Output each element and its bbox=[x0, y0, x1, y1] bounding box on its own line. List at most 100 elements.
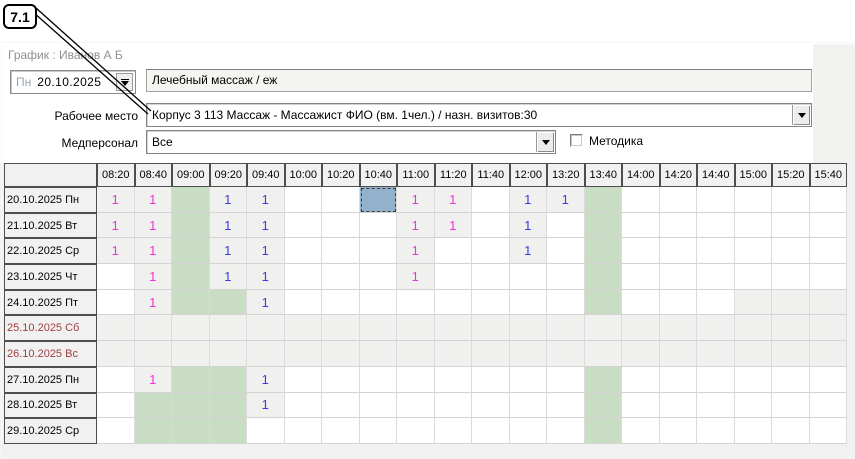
grid-cell[interactable]: 1 bbox=[247, 212, 285, 239]
grid-cell[interactable] bbox=[697, 392, 735, 419]
grid-cell[interactable] bbox=[734, 212, 772, 239]
grid-cell[interactable] bbox=[622, 315, 660, 342]
grid-cell[interactable] bbox=[772, 212, 810, 239]
grid-cell[interactable] bbox=[659, 264, 697, 290]
grid-cell[interactable] bbox=[547, 392, 585, 419]
grid-cell[interactable] bbox=[509, 264, 547, 290]
grid-cell[interactable]: 1 bbox=[434, 212, 472, 239]
grid-cell[interactable]: 1 bbox=[209, 187, 247, 213]
grid-cell[interactable] bbox=[97, 264, 135, 290]
time-column-header[interactable]: 15:20 bbox=[772, 163, 810, 187]
grid-cell[interactable] bbox=[697, 418, 735, 444]
metodika-checkbox[interactable] bbox=[570, 134, 583, 147]
grid-cell[interactable] bbox=[97, 289, 135, 316]
time-column-header[interactable]: 10:40 bbox=[359, 163, 397, 187]
grid-cell[interactable] bbox=[472, 187, 510, 213]
grid-cell[interactable] bbox=[209, 289, 247, 316]
time-column-header[interactable]: 15:00 bbox=[734, 163, 772, 187]
grid-cell[interactable]: 1 bbox=[209, 238, 247, 265]
grid-cell[interactable]: 1 bbox=[134, 187, 172, 213]
grid-cell[interactable] bbox=[359, 418, 397, 444]
grid-cell[interactable] bbox=[584, 187, 622, 213]
grid-cell[interactable] bbox=[697, 341, 735, 367]
grid-cell[interactable] bbox=[772, 315, 810, 342]
date-row-header[interactable]: 22.10.2025 Ср bbox=[4, 238, 97, 265]
time-column-header[interactable]: 09:20 bbox=[209, 163, 247, 187]
date-row-header[interactable]: 28.10.2025 Вт bbox=[4, 392, 97, 419]
grid-cell[interactable] bbox=[472, 212, 510, 239]
time-column-header[interactable]: 09:00 bbox=[172, 163, 210, 187]
grid-cell[interactable] bbox=[359, 187, 397, 213]
time-column-header[interactable]: 11:40 bbox=[472, 163, 510, 187]
grid-cell[interactable] bbox=[284, 392, 322, 419]
grid-cell[interactable] bbox=[659, 289, 697, 316]
grid-cell[interactable] bbox=[772, 392, 810, 419]
grid-cell[interactable] bbox=[172, 187, 210, 213]
grid-cell[interactable]: 1 bbox=[434, 187, 472, 213]
grid-cell[interactable] bbox=[734, 341, 772, 367]
time-column-header[interactable]: 11:20 bbox=[434, 163, 472, 187]
grid-cell[interactable] bbox=[622, 418, 660, 444]
grid-cell[interactable] bbox=[209, 392, 247, 419]
grid-cell[interactable] bbox=[284, 264, 322, 290]
grid-cell[interactable] bbox=[247, 418, 285, 444]
grid-cell[interactable]: 1 bbox=[209, 212, 247, 239]
grid-cell[interactable] bbox=[622, 238, 660, 265]
grid-cell[interactable] bbox=[97, 418, 135, 444]
grid-cell[interactable] bbox=[97, 341, 135, 367]
time-column-header[interactable]: 10:00 bbox=[284, 163, 322, 187]
grid-cell[interactable]: 1 bbox=[134, 212, 172, 239]
grid-cell[interactable] bbox=[659, 212, 697, 239]
grid-cell[interactable] bbox=[472, 366, 510, 393]
grid-cell[interactable] bbox=[172, 366, 210, 393]
grid-cell[interactable] bbox=[434, 418, 472, 444]
grid-cell[interactable]: 1 bbox=[547, 187, 585, 213]
grid-cell[interactable] bbox=[472, 289, 510, 316]
grid-cell[interactable] bbox=[134, 341, 172, 367]
grid-cell[interactable] bbox=[547, 366, 585, 393]
time-column-header[interactable]: 15:40 bbox=[809, 163, 847, 187]
date-picker[interactable]: Пн 20.10.2025 bbox=[10, 70, 136, 94]
time-column-header[interactable]: 13:20 bbox=[547, 163, 585, 187]
grid-cell[interactable] bbox=[472, 341, 510, 367]
grid-cell[interactable] bbox=[697, 315, 735, 342]
grid-cell[interactable] bbox=[659, 366, 697, 393]
grid-cell[interactable] bbox=[284, 187, 322, 213]
grid-cell[interactable] bbox=[547, 341, 585, 367]
grid-cell[interactable] bbox=[322, 289, 360, 316]
grid-cell[interactable] bbox=[134, 315, 172, 342]
grid-cell[interactable] bbox=[434, 315, 472, 342]
grid-cell[interactable] bbox=[809, 392, 847, 419]
grid-cell[interactable] bbox=[472, 238, 510, 265]
grid-cell[interactable] bbox=[547, 238, 585, 265]
grid-cell[interactable] bbox=[322, 341, 360, 367]
date-dropdown-button[interactable] bbox=[116, 73, 133, 91]
grid-cell[interactable] bbox=[397, 341, 435, 367]
grid-cell[interactable] bbox=[809, 366, 847, 393]
grid-cell[interactable] bbox=[97, 392, 135, 419]
grid-cell[interactable] bbox=[97, 366, 135, 393]
grid-cell[interactable] bbox=[584, 289, 622, 316]
grid-cell[interactable]: 1 bbox=[97, 238, 135, 265]
grid-cell[interactable] bbox=[284, 238, 322, 265]
grid-cell[interactable] bbox=[547, 212, 585, 239]
grid-cell[interactable] bbox=[284, 315, 322, 342]
grid-cell[interactable]: 1 bbox=[134, 238, 172, 265]
grid-cell[interactable] bbox=[547, 264, 585, 290]
grid-cell[interactable] bbox=[584, 238, 622, 265]
grid-cell[interactable] bbox=[772, 418, 810, 444]
grid-cell[interactable] bbox=[809, 264, 847, 290]
grid-cell[interactable] bbox=[547, 418, 585, 444]
grid-cell[interactable] bbox=[434, 238, 472, 265]
grid-cell[interactable] bbox=[322, 315, 360, 342]
grid-cell[interactable] bbox=[322, 392, 360, 419]
date-row-header[interactable]: 26.10.2025 Вс bbox=[4, 341, 97, 367]
date-row-header[interactable]: 24.10.2025 Пт bbox=[4, 289, 97, 316]
date-row-header[interactable]: 21.10.2025 Вт bbox=[4, 212, 97, 239]
grid-cell[interactable] bbox=[209, 341, 247, 367]
grid-cell[interactable] bbox=[659, 418, 697, 444]
grid-cell[interactable] bbox=[359, 289, 397, 316]
date-row-header[interactable]: 29.10.2025 Ср bbox=[4, 418, 97, 444]
time-column-header[interactable]: 14:20 bbox=[659, 163, 697, 187]
grid-cell[interactable]: 1 bbox=[247, 187, 285, 213]
